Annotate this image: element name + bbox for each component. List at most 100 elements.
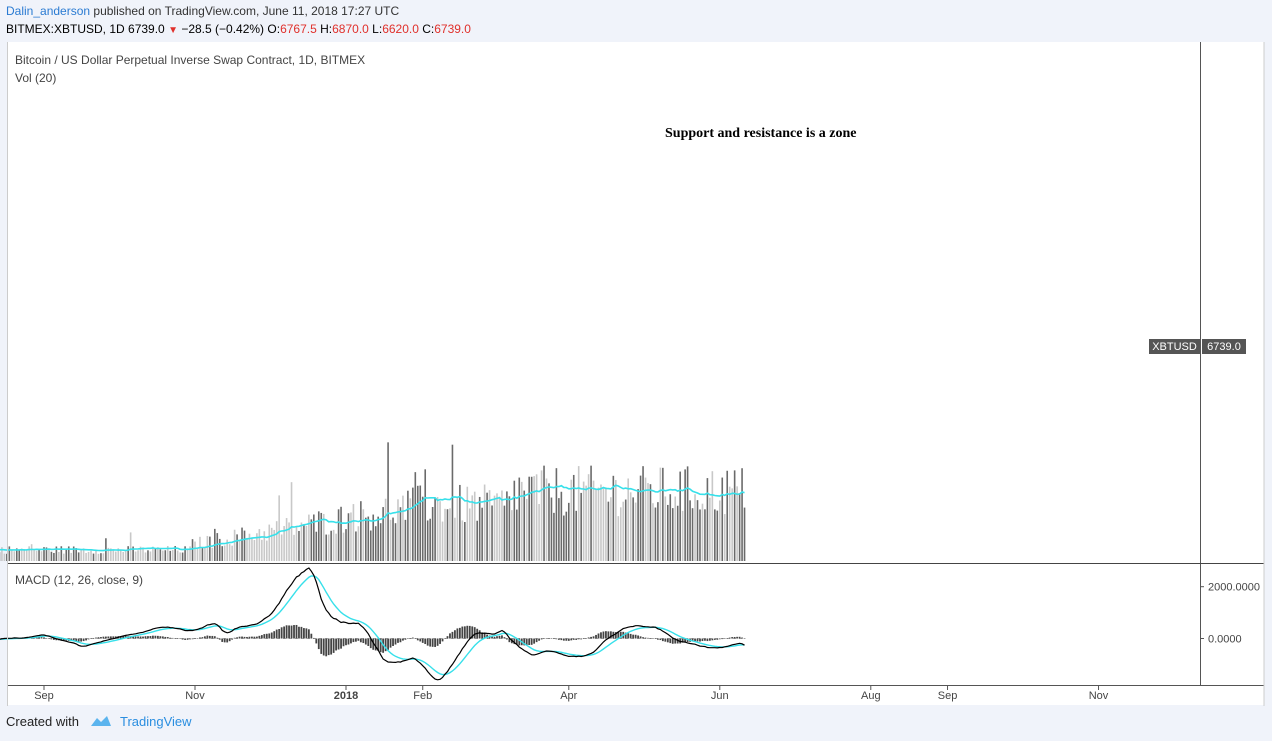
macd-histogram-bar bbox=[666, 638, 669, 643]
volume-bar bbox=[152, 546, 154, 561]
macd-histogram-bar bbox=[671, 638, 674, 644]
volume-bar bbox=[226, 539, 228, 561]
volume-bar bbox=[377, 516, 379, 561]
volume-bar bbox=[107, 547, 110, 561]
volume-bar bbox=[379, 523, 382, 561]
macd-histogram-bar bbox=[213, 636, 216, 639]
macd-histogram-bar bbox=[132, 636, 135, 639]
close-value: 6739.0 bbox=[434, 22, 471, 36]
macd-pane bbox=[0, 567, 746, 681]
macd-histogram-bar bbox=[609, 631, 612, 639]
volume-bar bbox=[256, 533, 258, 561]
volume-bar bbox=[726, 470, 729, 561]
macd-histogram-bar bbox=[414, 638, 417, 639]
volume-bar bbox=[407, 490, 409, 561]
macd-histogram-bar bbox=[295, 624, 298, 639]
username-link[interactable]: Dalin_anderson bbox=[6, 4, 91, 18]
price-axis[interactable]: 28000.024000.020000.017000.014000.012000… bbox=[1200, 0, 1260, 646]
volume-bar bbox=[166, 546, 169, 561]
pane-frame bbox=[7, 42, 1265, 706]
volume-bar bbox=[332, 529, 335, 561]
macd-histogram-bar bbox=[275, 629, 278, 639]
volume-bar bbox=[11, 549, 13, 561]
macd-histogram-bar bbox=[218, 638, 221, 640]
volume-bar bbox=[100, 553, 102, 561]
macd-histogram-bar bbox=[392, 638, 394, 646]
macd-histogram-bar bbox=[62, 638, 65, 641]
volume-bar bbox=[496, 493, 498, 561]
low-value: 6620.0 bbox=[382, 22, 419, 36]
macd-histogram-bar bbox=[169, 637, 172, 639]
volume-bar bbox=[468, 508, 471, 561]
macd-histogram-bar bbox=[431, 638, 434, 647]
macd-histogram-bar bbox=[657, 638, 659, 640]
time-tick-label: Nov bbox=[1089, 690, 1109, 702]
macd-histogram-bar bbox=[741, 637, 743, 639]
volume-bar bbox=[414, 472, 417, 561]
macd-histogram-bar bbox=[545, 638, 548, 639]
macd-histogram-bar bbox=[632, 634, 635, 639]
macd-histogram-bar bbox=[406, 638, 409, 639]
volume-bar bbox=[194, 541, 196, 561]
created-with-text: Created with bbox=[6, 714, 79, 729]
volume-bar bbox=[691, 508, 694, 561]
macd-histogram-bar bbox=[397, 638, 399, 643]
volume-bar bbox=[360, 501, 362, 561]
tradingview-link[interactable]: TradingView bbox=[120, 714, 192, 729]
macd-histogram-bar bbox=[303, 628, 305, 639]
macd-histogram-bar bbox=[501, 635, 503, 639]
macd-histogram-bar bbox=[565, 638, 568, 641]
macd-histogram-bar bbox=[617, 631, 620, 639]
macd-histogram-bar bbox=[402, 638, 404, 641]
macd-histogram-bar bbox=[441, 638, 444, 642]
volume-bar bbox=[102, 553, 105, 561]
volume-bar bbox=[28, 546, 30, 561]
plot-background bbox=[7, 42, 1200, 685]
volume-bar bbox=[602, 488, 605, 561]
volume-bar bbox=[20, 548, 23, 561]
volume-bar bbox=[501, 490, 503, 561]
macd-histogram-bar bbox=[305, 628, 308, 639]
chart-title: Bitcoin / US Dollar Perpetual Inverse Sw… bbox=[15, 53, 366, 67]
macd-histogram-bar bbox=[166, 637, 169, 639]
macd-histogram-bar bbox=[491, 636, 493, 639]
macd-histogram-bar bbox=[634, 634, 637, 639]
volume-bar bbox=[275, 521, 278, 561]
macd-histogram-bar bbox=[731, 637, 734, 639]
time-axis[interactable]: Sep Nov 2018 Feb Apr Jun Aug Sep Nov bbox=[34, 686, 1109, 702]
macd-histogram-bar bbox=[647, 637, 649, 639]
time-tick-label: Nov bbox=[185, 690, 205, 702]
macd-histogram-bar bbox=[736, 636, 739, 639]
macd-histogram-bar bbox=[684, 638, 687, 643]
macd-histogram-bar bbox=[134, 636, 137, 639]
volume-bar bbox=[355, 531, 357, 561]
macd-histogram-bar bbox=[409, 638, 412, 639]
volume-bar bbox=[419, 485, 422, 561]
time-tick-label: Jun bbox=[711, 690, 729, 702]
volume-bar bbox=[238, 540, 241, 561]
macd-histogram-bar bbox=[171, 637, 174, 639]
macd-histogram-bar bbox=[270, 632, 273, 639]
support-resistance-annotation[interactable]: Support and resistance is a zone bbox=[665, 126, 856, 141]
volume-bar bbox=[538, 504, 540, 561]
volume-bar bbox=[397, 499, 399, 561]
volume-bar bbox=[285, 518, 288, 561]
macd-histogram-bar bbox=[585, 638, 588, 639]
volume-bar bbox=[117, 548, 120, 561]
macd-histogram-bar bbox=[493, 636, 496, 639]
volume-bar bbox=[92, 553, 95, 561]
volume-bar bbox=[251, 538, 253, 561]
macd-histogram-bar bbox=[706, 638, 709, 642]
macd-histogram-bar bbox=[674, 638, 677, 644]
volume-bar bbox=[67, 546, 70, 561]
volume-bar bbox=[164, 550, 167, 561]
macd-histogram-bar bbox=[525, 638, 528, 645]
volume-bar bbox=[535, 474, 538, 561]
macd-histogram-bar bbox=[614, 632, 617, 639]
macd-histogram-bar bbox=[231, 638, 234, 640]
volume-bar bbox=[716, 510, 719, 561]
volume-bar bbox=[454, 517, 456, 561]
volume-bar bbox=[590, 465, 592, 561]
macd-histogram-bar bbox=[669, 638, 672, 644]
